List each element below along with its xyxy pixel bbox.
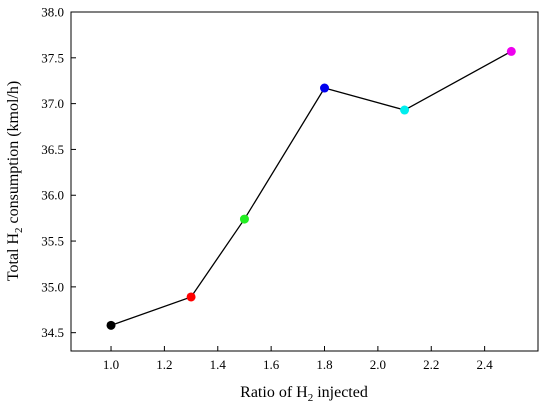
x-axis-title: Ratio of H2 injected — [240, 384, 368, 404]
y-tick-label: 35.5 — [41, 234, 64, 249]
y-tick-label: 35.0 — [41, 279, 64, 294]
y-tick-label: 37.5 — [41, 50, 64, 65]
series-points — [106, 46, 516, 330]
y-tick-label: 36.0 — [41, 188, 64, 203]
y-tick-label: 37.0 — [41, 96, 64, 111]
y-tick-label: 38.0 — [41, 5, 64, 20]
data-point — [506, 46, 516, 56]
series-line-layer — [110, 50, 512, 326]
series-line — [110, 50, 512, 326]
x-tick-label: 2.0 — [370, 357, 386, 372]
data-point — [400, 105, 410, 115]
x-tick-label: 2.4 — [477, 357, 494, 372]
y-axis-title: Total H2 consumption (kmol/h) — [5, 81, 25, 281]
data-point — [186, 292, 196, 302]
data-point — [239, 214, 249, 224]
data-point — [320, 83, 330, 93]
plot-frame — [70, 11, 539, 352]
x-tick-label: 1.6 — [263, 357, 280, 372]
x-tick-label: 1.8 — [316, 357, 332, 372]
data-point — [106, 320, 116, 330]
axis-ticks: 1.0 1.2 1.4 1.6 1.8 2.0 2.2 2.4 34.5 35.0 35.5 36.0… — [41, 5, 493, 373]
x-tick-label: 2.2 — [423, 357, 439, 372]
x-tick-label: 1.2 — [156, 357, 172, 372]
y-tick-label: 36.5 — [41, 142, 64, 157]
x-tick-label: 1.4 — [210, 357, 227, 372]
y-tick-label: 34.5 — [41, 325, 64, 340]
x-tick-label: 1.0 — [103, 357, 119, 372]
